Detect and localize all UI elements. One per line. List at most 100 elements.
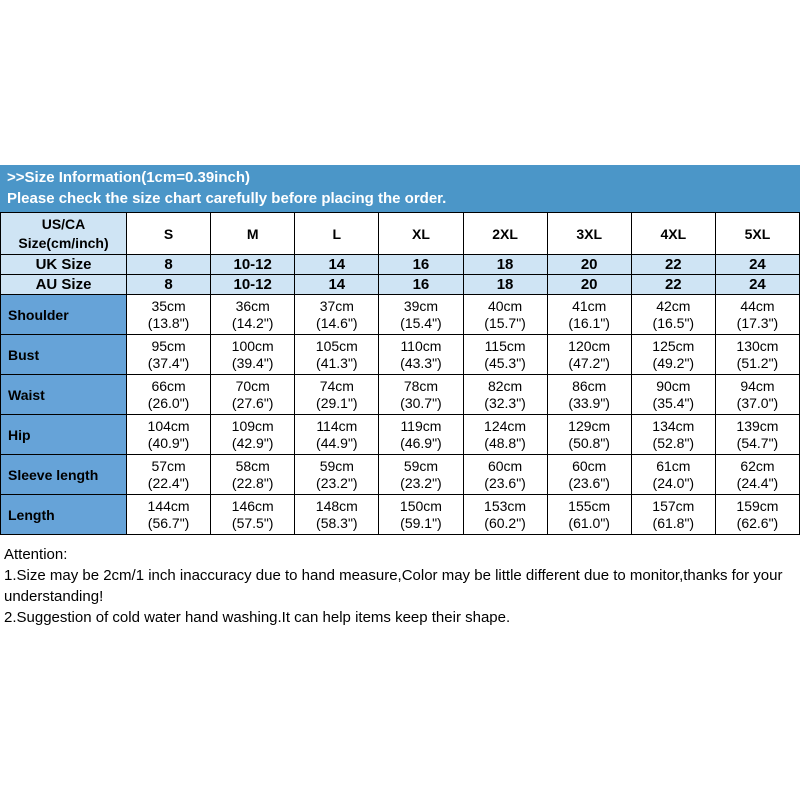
measurement-value: 37cm (14.6") (294, 294, 380, 335)
size-column-header: 5XL (714, 212, 800, 255)
measurement-row: Shoulder 35cm (13.8") 36cm (14.2") 37cm (14… (0, 294, 800, 335)
measurement-row: Bust 95cm (37.4") 100cm (39.4") 105cm (41.3… (0, 334, 800, 375)
uk-size-value: 18 (462, 254, 548, 275)
measurement-value: 155cm (61.0") (546, 494, 632, 535)
size-system-header: US/CA Size(cm/inch) (0, 212, 127, 255)
measurement-value: 114cm (44.9") (294, 414, 380, 455)
measurement-value: 59cm (23.2") (378, 454, 464, 495)
measurement-value: 36cm (14.2") (210, 294, 296, 335)
measurement-value: 74cm (29.1") (294, 374, 380, 415)
measurement-value: 94cm (37.0") (714, 374, 800, 415)
measurement-value: 124cm (48.8") (462, 414, 548, 455)
size-column-header: 4XL (630, 212, 716, 255)
size-column-header: M (210, 212, 296, 255)
measurement-value: 41cm (16.1") (546, 294, 632, 335)
au-size-value: 16 (378, 274, 464, 295)
measurement-label: Hip (0, 414, 127, 455)
measurement-label: Length (0, 494, 127, 535)
size-column-header: 3XL (546, 212, 632, 255)
size-chart-table: US/CA Size(cm/inch) S M L XL 2XL 3XL 4XL 5XL UK S… (0, 212, 800, 535)
measurement-value: 58cm (22.8") (210, 454, 296, 495)
size-column-header: L (294, 212, 380, 255)
measurement-value: 40cm (15.7") (462, 294, 548, 335)
measurement-value: 59cm (23.2") (294, 454, 380, 495)
measurement-row: Length 144cm (56.7") 146cm (57.5") 148cm (5… (0, 494, 800, 535)
attention-note-2: 2.Suggestion of cold water hand washing.… (4, 609, 511, 626)
measurement-value: 61cm (24.0") (630, 454, 716, 495)
measurement-value: 109cm (42.9") (210, 414, 296, 455)
size-chart-content: >>Size Information(1cm=0.39inch) Please … (0, 165, 800, 628)
measurement-label: Waist (0, 374, 127, 415)
measurement-value: 42cm (16.5") (630, 294, 716, 335)
measurement-value: 90cm (35.4") (630, 374, 716, 415)
measurement-value: 57cm (22.4") (125, 454, 212, 495)
measurement-value: 134cm (52.8") (630, 414, 716, 455)
size-column-header: S (125, 212, 212, 255)
au-size-value: 20 (546, 274, 632, 295)
measurement-value: 82cm (32.3") (462, 374, 548, 415)
measurement-label: Bust (0, 334, 127, 375)
size-info-banner: >>Size Information(1cm=0.39inch) Please … (0, 165, 800, 212)
measurement-value: 130cm (51.2") (714, 334, 800, 375)
measurement-value: 159cm (62.6") (714, 494, 800, 535)
attention-section: Attention: 1.Size may be 2cm/1 inch inac… (0, 535, 800, 628)
banner-title: >>Size Information(1cm=0.39inch) (7, 169, 250, 186)
measurement-value: 39cm (15.4") (378, 294, 464, 335)
measurement-row: Sleeve length 57cm (22.4") 58cm (22.8") 59c… (0, 454, 800, 495)
measurement-value: 62cm (24.4") (714, 454, 800, 495)
au-size-value: 24 (714, 274, 800, 295)
measurement-value: 105cm (41.3") (294, 334, 380, 375)
measurement-value: 148cm (58.3") (294, 494, 380, 535)
uk-size-value: 10-12 (210, 254, 296, 275)
size-column-header: XL (378, 212, 464, 255)
au-size-value: 14 (294, 274, 380, 295)
measurement-value: 70cm (27.6") (210, 374, 296, 415)
measurement-value: 153cm (60.2") (462, 494, 548, 535)
uk-size-label: UK Size (0, 254, 127, 275)
measurement-value: 100cm (39.4") (210, 334, 296, 375)
measurement-value: 119cm (46.9") (378, 414, 464, 455)
measurement-value: 144cm (56.7") (125, 494, 212, 535)
measurement-label: Shoulder (0, 294, 127, 335)
measurement-value: 104cm (40.9") (125, 414, 212, 455)
measurement-label: Sleeve length (0, 454, 127, 495)
au-size-value: 18 (462, 274, 548, 295)
uk-size-value: 8 (125, 254, 212, 275)
measurement-value: 35cm (13.8") (125, 294, 212, 335)
measurement-value: 60cm (23.6") (462, 454, 548, 495)
uk-size-value: 14 (294, 254, 380, 275)
measurement-value: 150cm (59.1") (378, 494, 464, 535)
uk-size-value: 24 (714, 254, 800, 275)
measurement-value: 95cm (37.4") (125, 334, 212, 375)
measurement-value: 157cm (61.8") (630, 494, 716, 535)
au-size-row: AU Size 8 10-12 14 16 18 20 22 24 (0, 274, 800, 295)
attention-title: Attention: (4, 546, 68, 563)
measurement-value: 129cm (50.8") (546, 414, 632, 455)
au-size-value: 10-12 (210, 274, 296, 295)
measurement-row: Waist 66cm (26.0") 70cm (27.6") 74cm (29.1"… (0, 374, 800, 415)
measurement-value: 139cm (54.7") (714, 414, 800, 455)
measurement-value: 110cm (43.3") (378, 334, 464, 375)
measurement-value: 60cm (23.6") (546, 454, 632, 495)
banner-subtitle: Please check the size chart carefully be… (7, 190, 447, 207)
au-size-value: 8 (125, 274, 212, 295)
au-size-label: AU Size (0, 274, 127, 295)
attention-note-1: 1.Size may be 2cm/1 inch inaccuracy due … (4, 567, 783, 605)
size-header-row: US/CA Size(cm/inch) S M L XL 2XL 3XL 4XL 5XL (0, 212, 800, 255)
size-column-header: 2XL (462, 212, 548, 255)
uk-size-value: 16 (378, 254, 464, 275)
measurement-value: 120cm (47.2") (546, 334, 632, 375)
measurement-value: 78cm (30.7") (378, 374, 464, 415)
au-size-value: 22 (630, 274, 716, 295)
measurement-row: Hip 104cm (40.9") 109cm (42.9") 114cm (44.9… (0, 414, 800, 455)
measurement-value: 125cm (49.2") (630, 334, 716, 375)
measurement-value: 86cm (33.9") (546, 374, 632, 415)
uk-size-row: UK Size 8 10-12 14 16 18 20 22 24 (0, 254, 800, 275)
uk-size-value: 22 (630, 254, 716, 275)
measurement-value: 66cm (26.0") (125, 374, 212, 415)
measurement-value: 146cm (57.5") (210, 494, 296, 535)
measurement-value: 115cm (45.3") (462, 334, 548, 375)
measurement-value: 44cm (17.3") (714, 294, 800, 335)
uk-size-value: 20 (546, 254, 632, 275)
